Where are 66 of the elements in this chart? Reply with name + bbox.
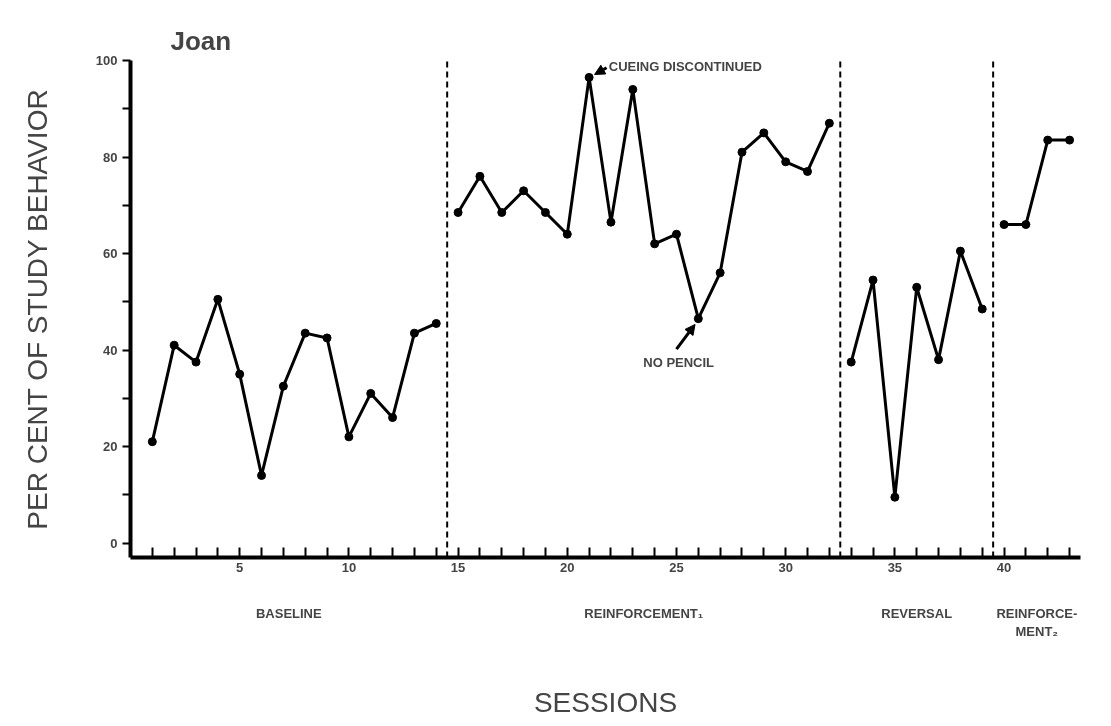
point — [628, 84, 638, 94]
x-tick-label: 40 — [996, 559, 1012, 575]
point — [519, 186, 529, 196]
point — [846, 357, 856, 367]
y-tick-label: 60 — [103, 246, 118, 262]
point — [213, 294, 223, 304]
y-tick-label: 40 — [103, 342, 118, 358]
point — [322, 333, 332, 343]
text: REINFORCEMENT₁ — [584, 605, 704, 621]
point — [759, 128, 769, 138]
x-tick-label: 10 — [341, 559, 357, 575]
x-tick-label: 30 — [778, 559, 793, 575]
y-tick-label: 80 — [103, 149, 118, 165]
text: REVERSAL — [881, 605, 953, 621]
y-tick-label: 0 — [110, 535, 118, 551]
point — [977, 304, 987, 314]
annotation: NO PENCIL — [643, 354, 715, 370]
y-tick-label: 20 — [103, 439, 118, 455]
x-tick-label: 35 — [887, 559, 903, 575]
text: REINFORCE- MENT₂ — [996, 605, 1078, 639]
point — [235, 369, 245, 379]
point — [431, 318, 441, 328]
x-tick-label: 15 — [450, 559, 466, 575]
x-axis-title: SESSIONS — [533, 686, 678, 718]
point — [912, 282, 922, 292]
point — [671, 229, 681, 239]
chart-title: Joan — [170, 25, 232, 56]
point — [1043, 135, 1053, 145]
point — [737, 147, 747, 157]
point — [824, 118, 834, 128]
point — [147, 437, 157, 447]
x-tick-label: 25 — [669, 559, 684, 575]
point — [803, 166, 813, 176]
point — [278, 381, 288, 391]
point — [955, 246, 965, 256]
point — [388, 413, 398, 423]
point — [584, 72, 594, 82]
point — [606, 217, 616, 227]
y-tick-label: 100 — [95, 53, 118, 68]
point — [562, 229, 572, 239]
annotation: CUEING DISCONTINUED — [608, 58, 762, 74]
point — [191, 357, 201, 367]
point — [650, 239, 660, 249]
text: BASELINE — [255, 605, 323, 621]
y-axis-title: PER CENT OF STUDY BEHAVIOR — [21, 89, 53, 530]
point — [475, 171, 485, 181]
point — [453, 208, 463, 217]
point — [999, 220, 1009, 230]
x-tick-label: 20 — [560, 559, 575, 575]
point — [540, 208, 550, 217]
point — [257, 470, 267, 480]
point — [693, 314, 703, 324]
point — [934, 355, 944, 365]
point — [715, 268, 725, 278]
point — [344, 432, 354, 442]
point — [300, 328, 310, 338]
point — [366, 388, 376, 398]
point — [1021, 220, 1031, 230]
point — [868, 275, 878, 285]
point — [409, 328, 419, 338]
x-tick-label: 5 — [236, 559, 244, 575]
point — [781, 157, 791, 167]
point — [1065, 135, 1075, 145]
point — [169, 340, 179, 350]
point — [497, 208, 507, 217]
point — [890, 492, 900, 502]
